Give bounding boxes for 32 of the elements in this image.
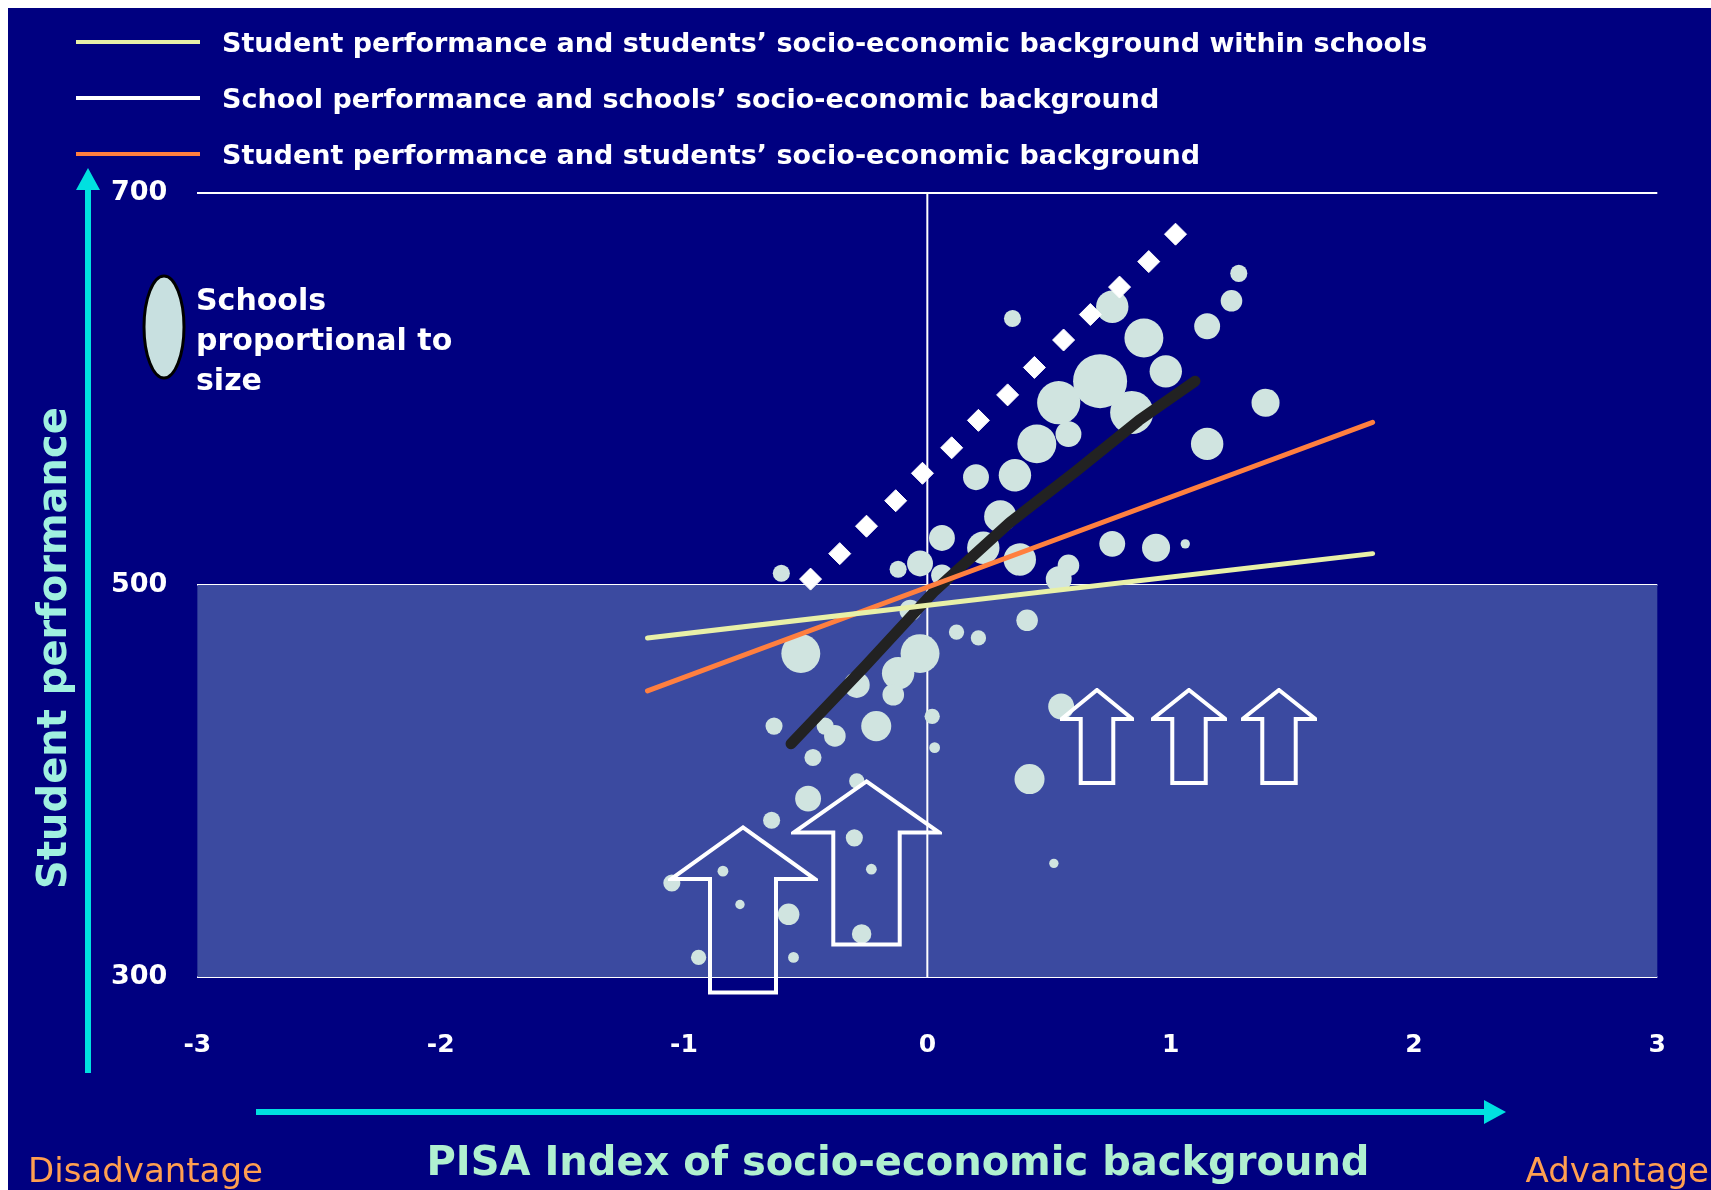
point [910, 461, 934, 485]
point [1022, 355, 1046, 379]
point [940, 436, 964, 460]
x-tick-label: 1 [1161, 1028, 1180, 1058]
legend-label: Student performance and students’ socio-economic background [222, 138, 1200, 170]
x-tick-label: 0 [918, 1028, 937, 1058]
point [966, 408, 990, 432]
y-tick-label: 300 [110, 959, 168, 991]
x-tick-label: 2 [1405, 1028, 1423, 1058]
point [828, 542, 852, 566]
point [1137, 250, 1161, 274]
point [996, 383, 1020, 407]
point [1078, 303, 1102, 327]
x-tick-label: -1 [670, 1028, 698, 1058]
legend-label: School performance and schools’ socio-economic background [222, 82, 1160, 114]
point [799, 567, 823, 591]
point [1108, 275, 1132, 299]
x-tick-label: -3 [183, 1028, 212, 1058]
text: Disadvantage [28, 1150, 263, 1190]
point [855, 514, 878, 538]
point [1164, 222, 1188, 246]
legend-label: Student performance and students’ socio-economic background within schools [222, 26, 1428, 58]
y-tick-label: 700 [110, 175, 168, 207]
annotation: Schools proportional to size [196, 281, 454, 399]
text: Advantage [1525, 1150, 1709, 1190]
x-tick-label: 3 [1648, 1028, 1667, 1058]
point [1052, 328, 1076, 352]
point [884, 489, 908, 513]
y-tick-label: 500 [110, 567, 168, 599]
x-tick-label: -2 [426, 1028, 455, 1058]
y-axis-title: Student performance [29, 407, 75, 889]
x-axis-title: PISA Index of socio-economic background [426, 1138, 1370, 1184]
